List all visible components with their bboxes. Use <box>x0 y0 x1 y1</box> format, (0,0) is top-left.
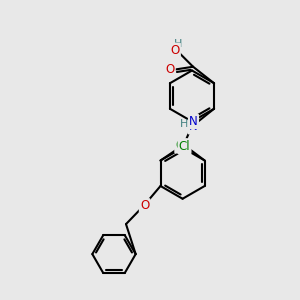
Text: O: O <box>140 199 149 212</box>
Text: N: N <box>189 120 197 133</box>
Text: Cl: Cl <box>176 139 187 152</box>
Text: O: O <box>170 44 180 57</box>
Text: O: O <box>165 63 175 76</box>
Text: Cl: Cl <box>179 140 190 153</box>
Text: H: H <box>174 39 182 49</box>
Text: H: H <box>180 119 188 129</box>
Text: N: N <box>189 115 198 128</box>
